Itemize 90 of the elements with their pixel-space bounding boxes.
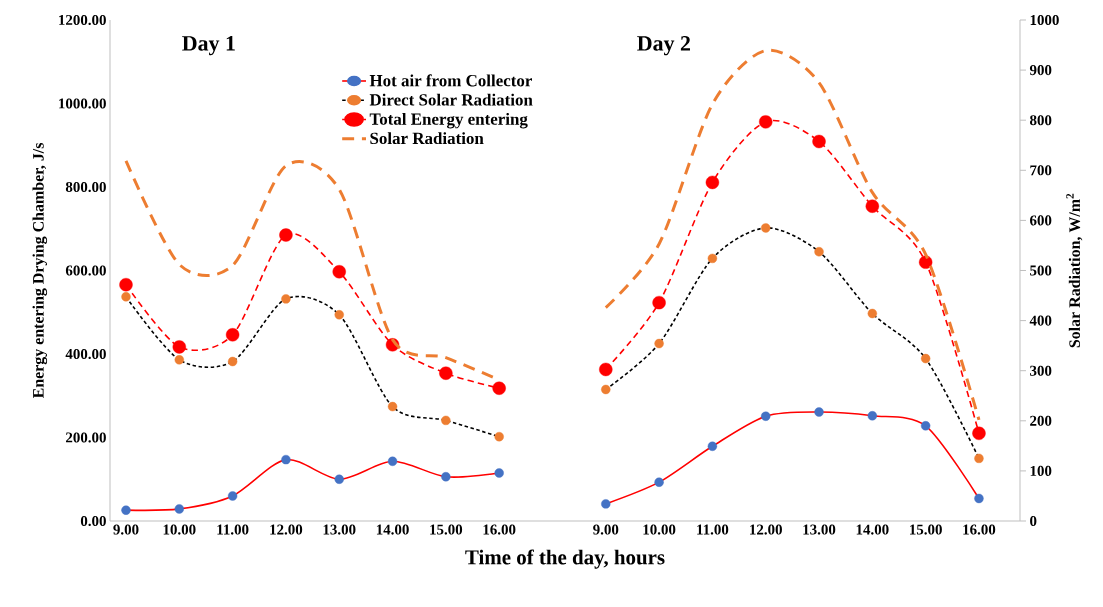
point <box>387 401 398 412</box>
point <box>867 411 878 421</box>
point <box>814 407 824 417</box>
y-tick-label: 1000.00 <box>59 98 106 109</box>
y2-tick-label: 500 <box>1030 265 1052 276</box>
point <box>599 362 613 377</box>
x-tick-label: 14.00 <box>856 524 889 535</box>
point <box>121 505 131 515</box>
point <box>227 491 238 501</box>
legend-label: Solar Radiation <box>370 132 484 145</box>
y2-tick-label: 200 <box>1030 415 1052 426</box>
point <box>332 265 346 279</box>
point <box>439 366 453 380</box>
x-tick-label: 15.00 <box>910 524 942 535</box>
point <box>494 468 504 478</box>
y2-tick-label: 600 <box>1030 215 1052 226</box>
y-tick-label: 200.00 <box>66 432 106 443</box>
y2-axis-title: Solar Radiation, W/m$^{2}$ <box>1066 193 1083 348</box>
point <box>705 175 720 190</box>
annotation: Day 1 <box>182 36 235 56</box>
annotation: Day 2 <box>637 36 690 56</box>
point <box>174 355 184 365</box>
y-tick-label: 600.00 <box>65 265 106 276</box>
point <box>281 454 291 465</box>
y-axis-title: Energy entering Drying Chamber, J/s <box>32 143 48 399</box>
x-tick-label: 10.00 <box>163 524 196 535</box>
point <box>494 431 504 442</box>
point <box>867 308 878 319</box>
x-tick-label: 10.00 <box>643 524 676 535</box>
legend-label: Total Energy entering <box>369 112 528 129</box>
y-tick-label: 400.00 <box>65 348 106 360</box>
y2-tick-label: 0 <box>1030 515 1037 527</box>
point <box>172 340 186 354</box>
point <box>707 441 718 451</box>
point <box>227 356 238 367</box>
point <box>652 295 666 310</box>
point <box>334 310 344 320</box>
x-tick-label: 12.00 <box>750 524 782 535</box>
x-tick-label: 11.00 <box>697 524 729 535</box>
point <box>972 426 986 440</box>
x-axis-title: Time of the day, hours <box>465 549 665 569</box>
x-tick-label: 11.00 <box>217 524 249 535</box>
x-tick-label: 16.00 <box>483 524 516 535</box>
point <box>174 504 184 514</box>
point <box>920 421 931 431</box>
y2-tick-label: 800 <box>1030 115 1052 126</box>
point <box>761 223 771 233</box>
point <box>441 415 451 426</box>
point <box>119 278 133 292</box>
x-tick-label: 16.00 <box>963 524 996 535</box>
point <box>121 292 131 302</box>
point <box>974 453 984 464</box>
y-tick-label: 0.00 <box>80 515 106 527</box>
point <box>654 338 664 349</box>
x-tick-label: 9.00 <box>593 524 619 535</box>
legend-label: Direct Solar Radiation <box>369 93 533 106</box>
y2-tick-label: 1000 <box>1030 14 1059 26</box>
y2-tick-label: 100 <box>1030 465 1052 476</box>
point <box>441 472 451 482</box>
point <box>334 474 344 484</box>
point <box>601 384 611 395</box>
point <box>974 493 984 504</box>
x-tick-label: 13.00 <box>803 524 836 535</box>
point <box>707 253 718 264</box>
legend-label: Hot air from Collector <box>369 74 532 87</box>
point <box>812 134 826 149</box>
y2-tick-label: 400 <box>1029 315 1052 326</box>
x-tick-label: 12.00 <box>270 524 303 535</box>
point <box>920 353 931 364</box>
point <box>281 294 291 304</box>
x-tick-label: 13.00 <box>323 524 356 535</box>
point <box>492 381 506 395</box>
x-tick-label: 15.00 <box>430 524 463 535</box>
y2-tick-label: 900 <box>1029 65 1052 76</box>
point <box>654 477 664 487</box>
x-tick-label: 9.00 <box>113 524 139 535</box>
point <box>865 199 880 213</box>
point <box>225 328 240 342</box>
y-tick-label: 1200.00 <box>59 14 106 26</box>
point <box>759 115 773 129</box>
y2-tick-label: 700 <box>1030 165 1052 176</box>
y2-tick-label: 300 <box>1030 365 1052 376</box>
x-tick-label: 14.00 <box>376 524 409 535</box>
point <box>387 456 398 466</box>
point <box>601 499 611 509</box>
point <box>279 228 293 242</box>
point <box>814 247 824 257</box>
point <box>918 255 933 269</box>
point <box>761 411 771 421</box>
y-tick-label: 800.00 <box>65 181 106 193</box>
